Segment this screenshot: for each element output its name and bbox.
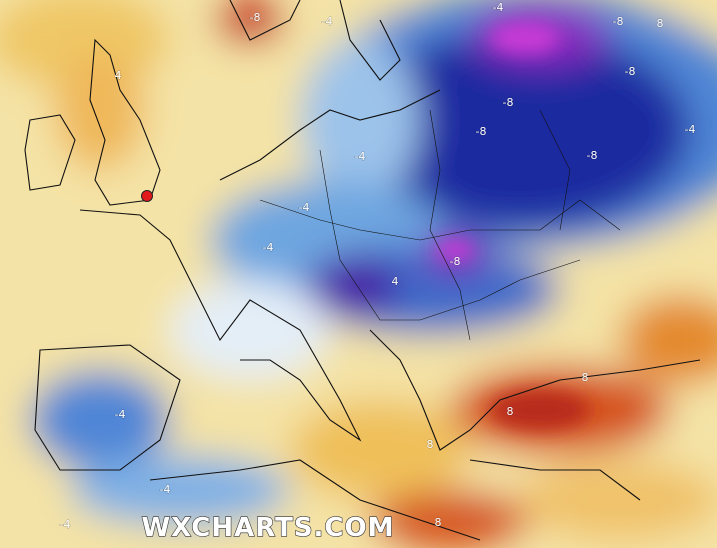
contour-label: -4: [322, 15, 333, 28]
contour-label: -8: [625, 65, 636, 78]
contour-labels: -8 -4 -4 -8 8 -8 -8 -8 -8 -4 -4 -4 -4 -8 4 -4 -4 8 8 8 8 -4 4: [59, 1, 696, 532]
watermark: WXCHARTS.COM: [141, 513, 394, 543]
contour-label: 8: [435, 516, 442, 529]
contour-label: -4: [263, 241, 274, 254]
contour-label: 8: [657, 17, 664, 30]
anomaly-cores: [435, 22, 590, 430]
contour-label: -8: [450, 255, 461, 268]
contour-label: -8: [613, 15, 624, 28]
contour-label: 4: [392, 275, 399, 288]
contour-label: -4: [60, 518, 71, 531]
contour-label: -4: [493, 1, 504, 14]
contour-label: -4: [355, 150, 366, 163]
contour-label: 4: [115, 69, 122, 82]
contour-label: 8: [427, 438, 434, 451]
contour-label: -8: [503, 96, 514, 109]
contour-label: -4: [685, 123, 696, 136]
contour-label: -8: [250, 11, 261, 24]
borders: [259, 109, 621, 341]
coastlines: [24, 0, 701, 541]
contour-label: 8: [507, 405, 514, 418]
contour-label: -8: [476, 125, 487, 138]
location-marker: [141, 190, 153, 202]
contour-label: -4: [299, 201, 310, 214]
contour-label: 8: [582, 371, 589, 384]
contour-label: -4: [160, 483, 171, 496]
contour-label: -8: [587, 149, 598, 162]
contour-label: -4: [115, 408, 126, 421]
